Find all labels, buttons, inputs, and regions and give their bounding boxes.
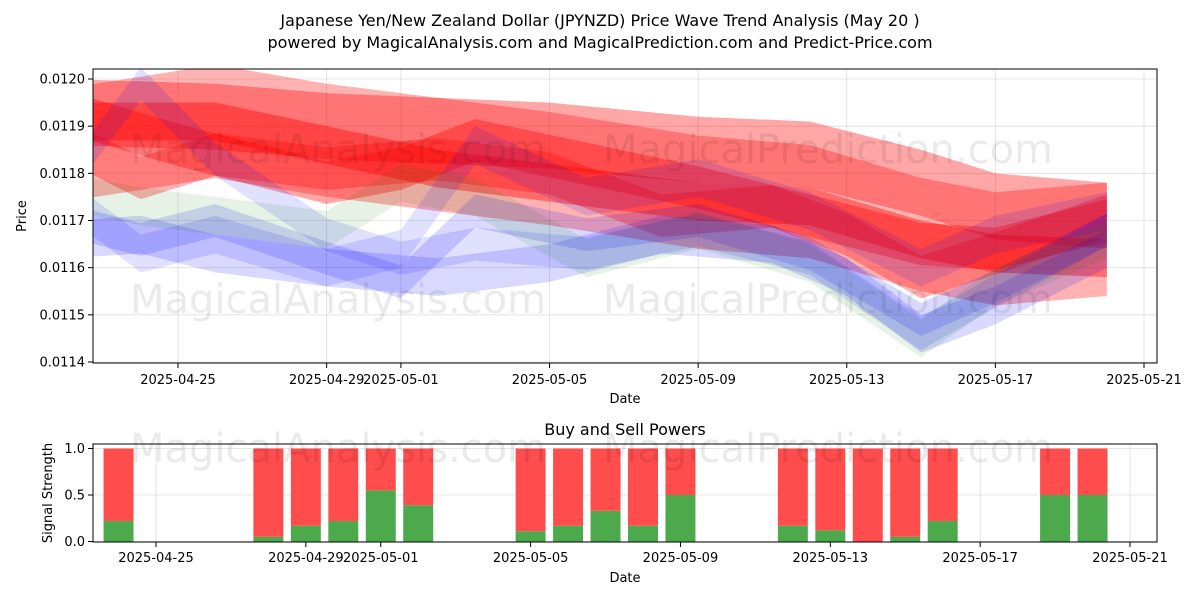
price-wave-band-red [93,102,1107,278]
watermark-prediction-mid: MagicalPrediction.com [603,277,1053,323]
buy-sell-y-tick-label: 0.0 [64,535,85,550]
buy-sell-x-tick-label: 2025-05-17 [942,551,1018,566]
buy-sell-y-axis-label: Signal Strength [41,443,56,543]
buy-sell-x-tick-label: 2025-05-09 [643,551,719,566]
price-chart: MagicalAnalysis.com MagicalPrediction.co… [15,68,1182,407]
buy-sell-x-tick-label: 2025-05-05 [493,551,569,566]
buy-sell-chart: Buy and Sell Powers MagicalAnalysis.com … [41,420,1168,586]
buy-bar [328,521,359,542]
price-x-tick-label: 2025-05-17 [958,373,1034,388]
buy-bar [927,521,958,542]
buy-bar [515,531,546,542]
buy-bar [815,530,846,542]
price-wave-band-green [93,163,1107,358]
price-wave-band-blue [93,69,1107,351]
sell-bar [1077,448,1108,495]
chart-title-line2: powered by MagicalAnalysis.com and Magic… [267,33,932,52]
price-wave-band-blue [93,126,1107,287]
watermark-prediction-bottom: MagicalPrediction.com [603,426,1053,472]
buy-sell-bars [103,448,1108,542]
buy-sell-y-axis: 0.0 0.5 1.0 [64,442,93,550]
buy-bar [365,490,396,542]
price-y-tick-label: 0.0115 [40,308,86,323]
buy-sell-y-tick-label: 0.5 [64,489,85,504]
sell-bar [665,448,696,495]
watermark-prediction-top: MagicalPrediction.com [603,127,1053,173]
buy-bar [290,525,321,542]
price-x-tick-label: 2025-05-13 [809,373,885,388]
sell-bar [777,448,808,526]
buy-sell-x-axis-label: Date [609,571,640,586]
price-x-tick-label: 2025-05-21 [1106,373,1182,388]
buy-bar [403,505,434,542]
sell-bar [590,448,621,511]
sell-bar [290,448,321,526]
buy-sell-x-tick-label: 2025-05-01 [343,551,419,566]
watermark-analysis-top: MagicalAnalysis.com [130,127,546,173]
price-x-axis-label: Date [609,392,640,407]
price-y-tick-label: 0.0117 [40,214,86,229]
price-grid [93,69,1157,363]
sell-bar [927,448,958,522]
price-y-tick-label: 0.0120 [40,73,86,88]
buy-bar [628,525,658,542]
sell-bar [890,448,921,537]
watermark-analysis-mid: MagicalAnalysis.com [130,277,546,323]
sell-bar [815,448,846,531]
price-wave-band-blue [93,215,1107,353]
sell-bar [365,448,396,491]
buy-bar [1040,495,1071,542]
watermark-analysis-bottom: MagicalAnalysis.com [130,426,546,472]
price-y-tick-label: 0.0118 [40,167,86,182]
buy-bar [590,510,621,542]
buy-sell-x-tick-label: 2025-05-13 [793,551,869,566]
price-y-axis-label: Price [15,200,30,232]
price-x-tick-label: 2025-05-09 [660,373,736,388]
price-wave-band-red [93,132,1107,299]
price-wave-band-red [93,69,1107,306]
buy-bar [1077,495,1108,542]
chart-title-line1: Japanese Yen/New Zealand Dollar (JPYNZD)… [279,11,919,30]
sell-bar [253,448,284,537]
price-wave-band-red [93,79,1107,249]
price-wave-bands [93,69,1107,358]
price-wave-band-red [93,98,1107,271]
price-y-tick-label: 0.0119 [40,120,86,135]
price-band-group [93,69,1107,358]
sell-bar [328,448,359,522]
price-plot-frame [92,68,1158,364]
buy-sell-x-axis: 2025-04-25 2025-04-29 2025-05-01 2025-05-05… [118,542,1168,566]
buy-bar [553,525,584,542]
buy-sell-y-tick-label: 1.0 [64,442,85,457]
price-y-axis: 0.0114 0.0115 0.0116 0.0117 0.0118 0.0119 0.01… [40,73,93,371]
price-y-tick-label: 0.0116 [40,261,86,276]
price-x-tick-label: 2025-04-29 [289,373,365,388]
price-watermarks: MagicalAnalysis.com MagicalPrediction.co… [130,127,1053,323]
buy-bar [253,536,284,542]
sell-bar [553,448,584,526]
sell-bar [103,448,134,522]
sell-bar [628,448,658,526]
buy-bar [665,495,696,542]
buy-sell-x-tick-label: 2025-04-29 [268,551,344,566]
price-x-tick-label: 2025-05-05 [512,373,588,388]
sell-bar [852,448,883,542]
sell-bar [403,448,434,506]
sell-bar [515,448,546,532]
buy-sell-x-tick-label: 2025-05-21 [1092,551,1168,566]
buy-sell-x-tick-label: 2025-04-25 [118,551,194,566]
buy-sell-plot-frame [92,443,1158,543]
sell-bar [1040,448,1071,495]
price-x-tick-label: 2025-05-01 [363,373,439,388]
price-y-tick-label: 0.0114 [40,356,86,371]
buy-bar [777,525,808,542]
buy-sell-title: Buy and Sell Powers [544,420,706,439]
price-x-tick-label: 2025-04-25 [140,373,216,388]
price-wave-band-blue [93,194,1107,337]
buy-bar [103,521,134,542]
buy-bar [890,536,921,542]
